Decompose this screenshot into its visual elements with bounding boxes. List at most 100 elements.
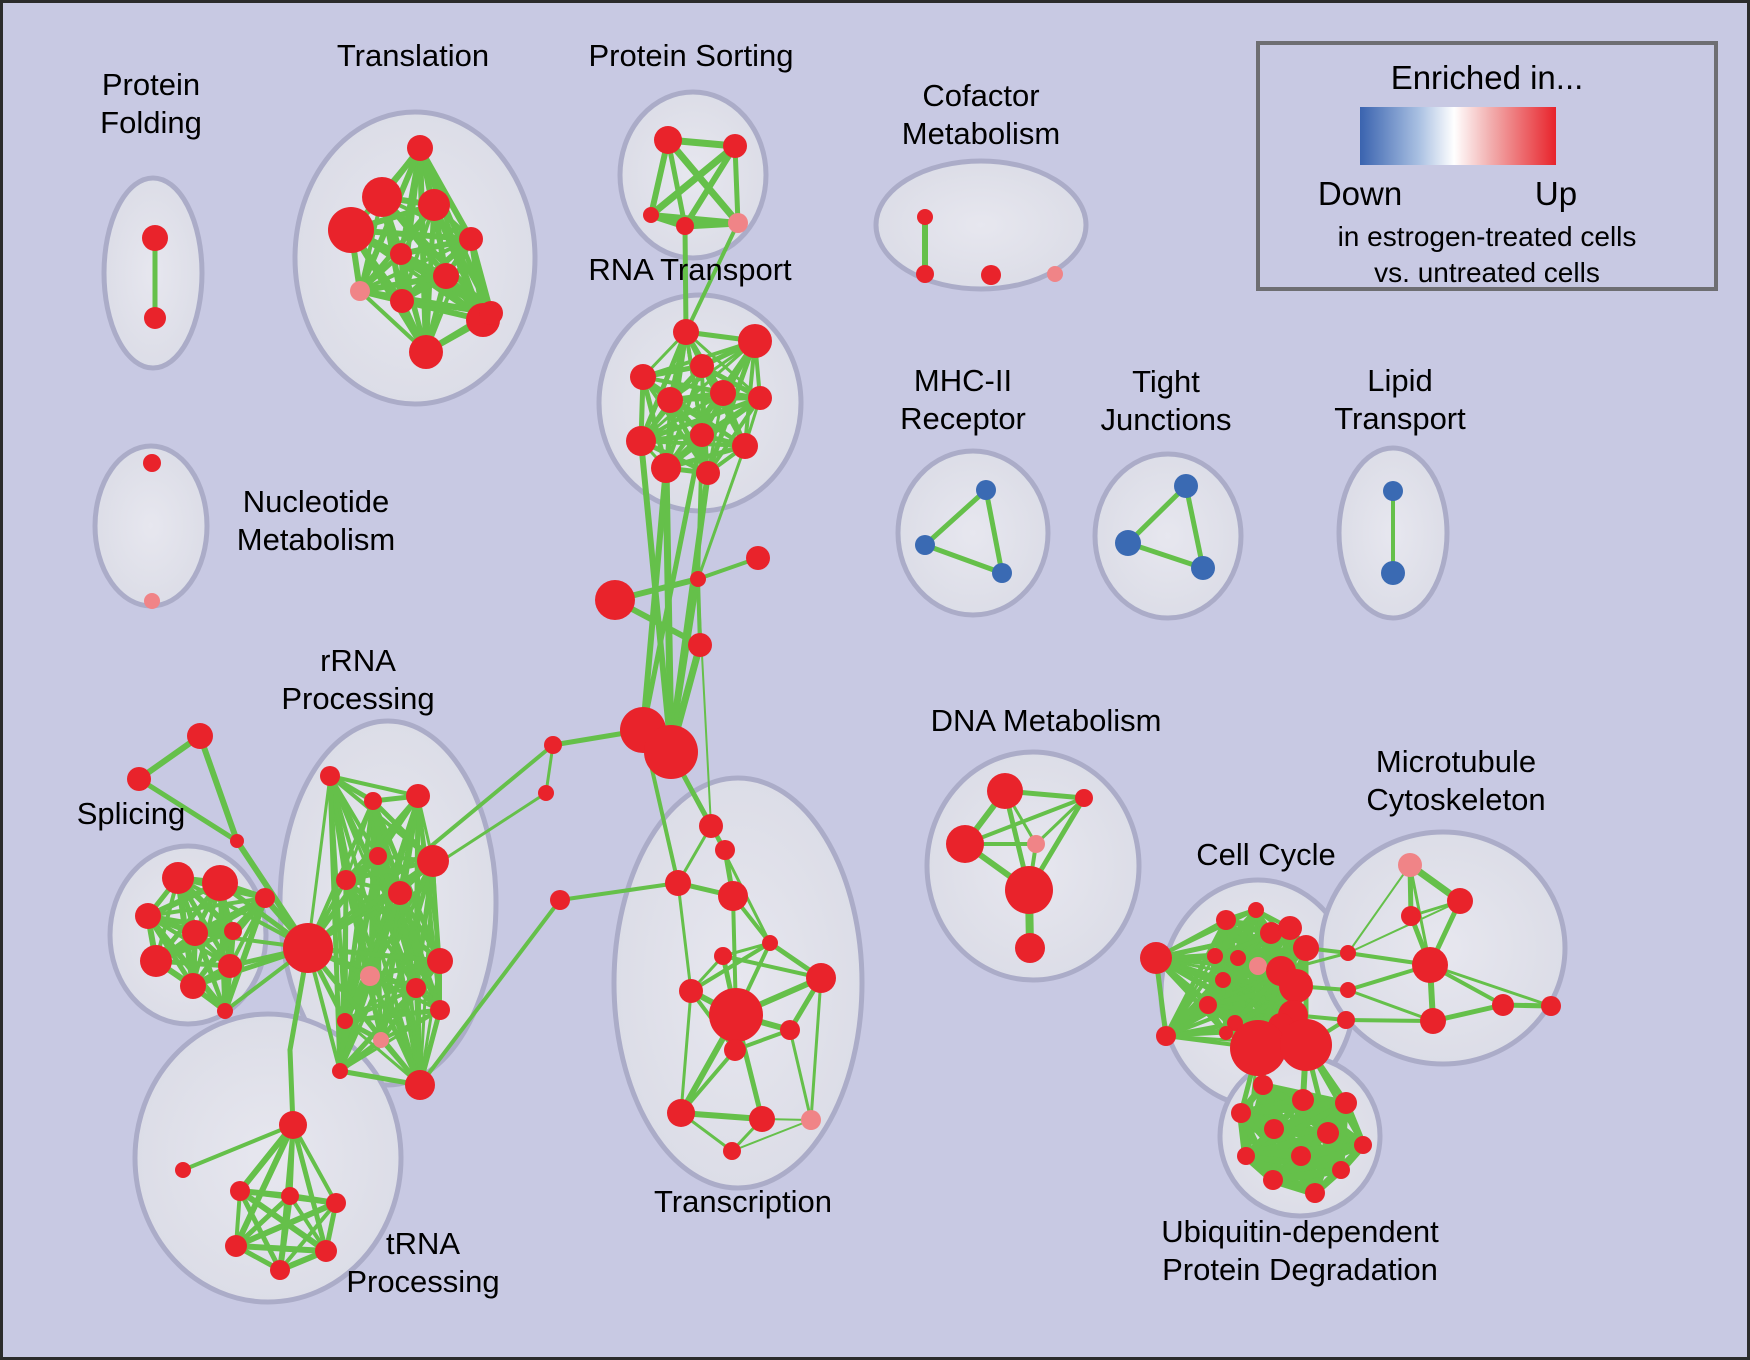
rrna-processing-edge xyxy=(305,858,436,951)
trna-processing-node xyxy=(315,1240,337,1262)
trna-processing-node xyxy=(279,1111,307,1139)
legend-gradient-bar xyxy=(1360,107,1556,165)
translation-node xyxy=(328,207,374,253)
transcription-node xyxy=(679,979,703,1003)
splicing-node xyxy=(202,865,238,901)
translation-edge xyxy=(348,227,429,355)
rrna-processing-node xyxy=(430,1000,450,1020)
overlap-node xyxy=(1340,982,1356,998)
trna-processing-edge xyxy=(233,1243,329,1254)
connectors-node xyxy=(544,736,562,754)
inter-cluster-edge xyxy=(640,465,669,733)
ubiquitin-degradation-node xyxy=(1237,1147,1255,1165)
trna-processing-node xyxy=(225,1235,247,1257)
microtubule-cytoskeleton-node xyxy=(1492,994,1514,1016)
microtubule-cytoskeleton-node xyxy=(1420,1008,1446,1034)
ubiquitin-degradation-node xyxy=(1253,1075,1273,1095)
rrna-processing-node xyxy=(406,978,426,998)
microtubule-cytoskeleton-label: Microtubule xyxy=(1376,744,1536,779)
trna-processing-edge xyxy=(237,1188,283,1273)
cell-cycle-node xyxy=(1279,969,1313,1003)
dna-metabolism-node xyxy=(987,773,1023,809)
cell-cycle-node xyxy=(1278,916,1302,940)
overlap-node xyxy=(1340,945,1356,961)
tight-junctions-edge xyxy=(1125,483,1189,546)
rrna-processing-node xyxy=(360,966,380,986)
translation-node xyxy=(479,301,503,325)
protein-sorting-edge xyxy=(682,143,738,229)
ubiquitin-degradation-node xyxy=(1291,1146,1311,1166)
translation-node xyxy=(350,281,370,301)
protein-sorting-edge xyxy=(732,143,741,226)
rrna-processing-edge xyxy=(414,986,422,1087)
trna-processing-edge xyxy=(233,1200,339,1249)
rna-transport-node xyxy=(626,426,656,456)
protein-folding-node xyxy=(144,307,166,329)
transcription-node xyxy=(801,1110,821,1130)
ubiquitin-degradation-node xyxy=(1292,1089,1314,1111)
rna-transport-edge xyxy=(639,391,725,443)
ubiquitin-degradation-label: Protein Degradation xyxy=(1162,1252,1438,1287)
translation-node xyxy=(407,135,433,161)
connectors-node xyxy=(550,890,570,910)
mhc-ii-receptor-label: Receptor xyxy=(900,401,1026,436)
inter-cluster-edge xyxy=(684,221,740,334)
rrna-processing-node xyxy=(406,784,430,808)
rrna-processing-node xyxy=(405,1070,435,1100)
rrna-processing-edge xyxy=(398,891,442,963)
dna-metabolism-node xyxy=(1005,866,1053,914)
cofactor-metabolism-node xyxy=(917,209,933,225)
splicing-edge xyxy=(222,895,268,1014)
cell-cycle-node xyxy=(1219,1026,1233,1040)
legend-caption-line1: in estrogen-treated cells xyxy=(1337,221,1637,252)
protein-sorting-label: Protein Sorting xyxy=(588,38,793,73)
cofactor-metabolism-node xyxy=(981,265,1001,285)
translation-node xyxy=(459,227,483,251)
mhc-ii-receptor-edge xyxy=(922,487,989,548)
rrna-processing-node xyxy=(332,1063,348,1079)
cell-cycle-edge xyxy=(1163,917,1229,1039)
cell-cycle-node xyxy=(1216,910,1236,930)
translation-node xyxy=(390,243,412,265)
rrna-processing-edge xyxy=(343,1019,422,1087)
rna-transport-node xyxy=(738,324,772,358)
rna-transport-edge xyxy=(638,329,689,444)
transcription-node xyxy=(780,1020,800,1040)
cofactor-metabolism-node xyxy=(916,265,934,283)
splicing-edge xyxy=(190,895,268,989)
splicing-label: Splicing xyxy=(77,796,186,831)
microtubule-cytoskeleton-node xyxy=(1447,888,1473,914)
rna-transport-edge xyxy=(639,339,757,443)
translation-node xyxy=(409,335,443,369)
rrna-processing-node xyxy=(283,923,333,973)
splicing-node xyxy=(255,888,275,908)
cofactor-metabolism-node xyxy=(1047,266,1063,282)
connectors-node xyxy=(665,870,691,896)
transcription-node xyxy=(714,947,732,965)
connectors-node xyxy=(715,840,735,860)
rrna-processing-edge xyxy=(397,890,443,1013)
inter-cluster-edge xyxy=(682,223,689,335)
rna-transport-label: RNA Transport xyxy=(588,252,792,287)
nucleotide-metabolism-node xyxy=(143,454,161,472)
rrna-processing-edge xyxy=(306,774,332,950)
cell-cycle-node xyxy=(1248,902,1264,918)
rrna-processing-node xyxy=(320,766,340,786)
cofactor-metabolism-label: Cofactor xyxy=(922,78,1039,113)
connectors-node xyxy=(187,723,213,749)
tight-junctions-label: Tight xyxy=(1132,364,1200,399)
protein-folding-label: Protein xyxy=(102,67,200,102)
overlap-node xyxy=(1337,1011,1355,1029)
nucleotide-metabolism-label: Metabolism xyxy=(237,522,396,557)
translation-node xyxy=(433,263,459,289)
connectors-node xyxy=(690,571,706,587)
microtubule-cytoskeleton-edge xyxy=(1428,963,1553,1008)
rrna-processing-label: Processing xyxy=(281,681,434,716)
rna-transport-node xyxy=(630,364,656,390)
legend-up-label: Up xyxy=(1534,175,1578,212)
trna-processing-edge xyxy=(233,1193,293,1249)
inter-cluster-edge xyxy=(676,881,693,993)
tight-junctions-label: Junctions xyxy=(1101,402,1232,437)
